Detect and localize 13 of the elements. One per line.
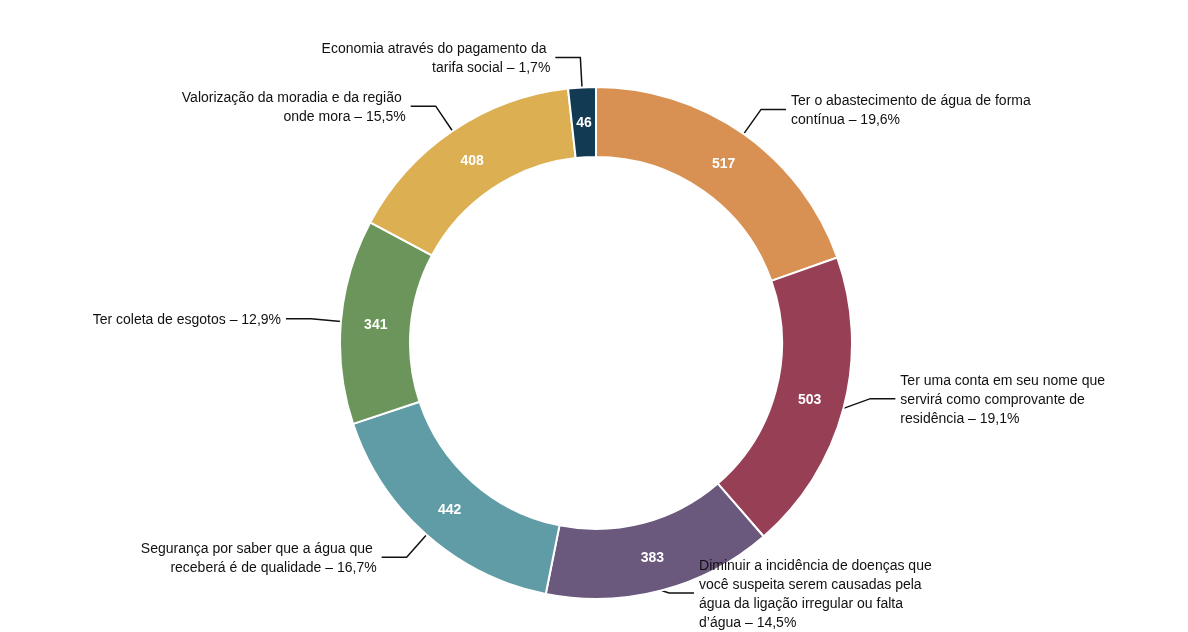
slice-label: Economia através do pagamento da tarifa social – 1,7% <box>321 39 551 75</box>
slice-label: Valorização da moradia e da região onde mora – 15,5% <box>181 88 406 124</box>
data-label: 503 <box>797 391 822 408</box>
slice-label: Ter coleta de esgotos – 12,9% <box>92 310 282 327</box>
data-label: 383 <box>640 548 665 565</box>
data-label: 341 <box>364 316 388 333</box>
data-label: 408 <box>460 151 485 168</box>
data-label: 46 <box>576 114 592 131</box>
data-label: 517 <box>711 154 736 171</box>
slice-label: Segurança por saber que a água que receberá é de qualidade – 16,7% <box>140 539 377 575</box>
slice-label: Ter o abastecimento de água de forma contínua – 19,6% <box>791 91 1035 127</box>
data-label: 442 <box>438 500 462 517</box>
slice-label: Ter uma conta em seu nome que servirá como comprovante de residência – 19,1% <box>900 371 1109 426</box>
